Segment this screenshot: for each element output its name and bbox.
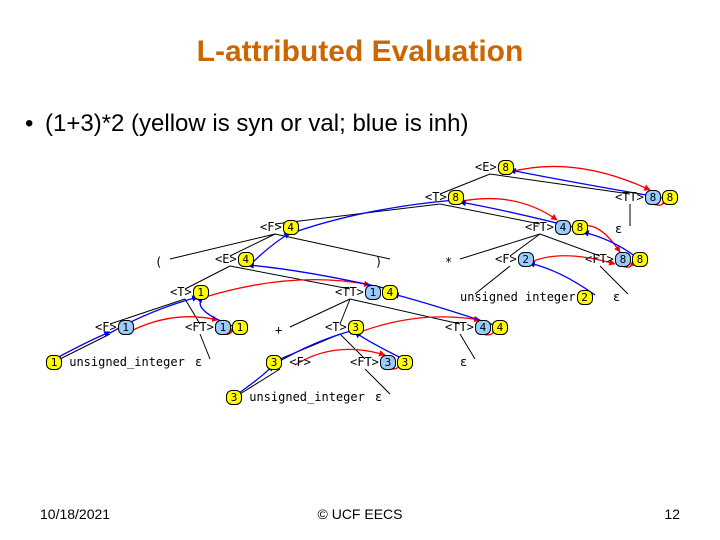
node-UI1: 1 unsigned_integer — [45, 355, 185, 370]
node-TT2: <TT>44 — [445, 320, 508, 335]
footer-page: 12 — [664, 506, 680, 522]
node-UI3: 3 unsigned_integer — [225, 390, 365, 405]
node-FT0: <FT>48 — [525, 220, 588, 235]
edges-svg — [15, 160, 705, 470]
node-eps2: ε — [613, 290, 620, 304]
node-F2: <F>2 — [495, 252, 534, 267]
node-T2: <T>3 — [325, 320, 364, 335]
subtitle: (1+3)*2 (yellow is syn or val; blue is i… — [45, 110, 469, 138]
node-eps1: ε — [195, 355, 202, 369]
node-plus: + — [275, 323, 282, 337]
node-E1: <E>4 — [215, 252, 254, 267]
node-T0: <T>8 — [425, 190, 464, 205]
node-LP: ( — [155, 255, 162, 269]
node-FT3: <FT>33 — [350, 355, 413, 370]
node-F0: <F>4 — [260, 220, 299, 235]
node-F1: <F>1 — [95, 320, 134, 335]
node-FT1: <FT>11 — [185, 320, 248, 335]
node-T1: <T>1 — [170, 285, 209, 300]
node-E0: <E>8 — [475, 160, 514, 175]
node-eps4: ε — [375, 390, 382, 404]
parse-tree-diagram: <E>8 <T>8 <TT>88 <F>4 <FT>48 ε ( <E>4) * <F>2 <FT>… — [15, 160, 705, 470]
node-TT1: <TT>14 — [335, 285, 398, 300]
node-TT0: <TT>88 — [615, 190, 678, 205]
node-eps3: ε — [460, 355, 467, 369]
node-FT2: <FT>88 — [585, 252, 648, 267]
node-F3: 3 <F> — [265, 355, 311, 370]
page-title: L-attributed Evaluation — [0, 35, 720, 69]
node-star: * — [445, 255, 452, 269]
bullet: • — [25, 110, 33, 138]
node-UI2: unsigned integer2 — [460, 290, 593, 305]
footer-copyright: © UCF EECS — [0, 506, 720, 522]
node-RP: ) — [375, 255, 382, 269]
node-eps0: ε — [615, 222, 622, 236]
